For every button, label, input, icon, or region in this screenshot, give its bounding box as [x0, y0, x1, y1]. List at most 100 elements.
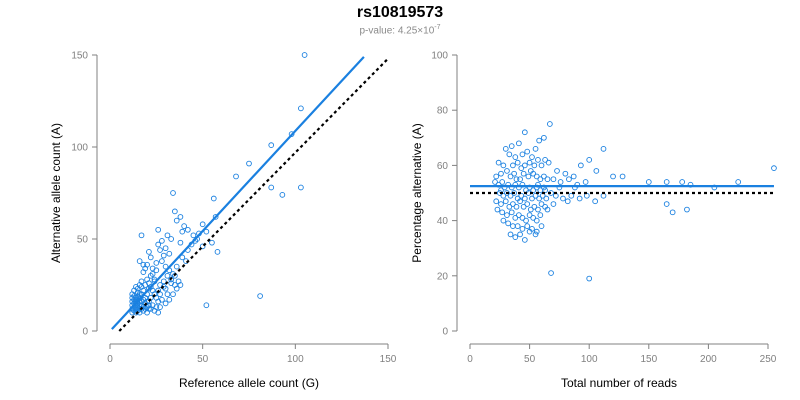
data-point — [586, 275, 593, 282]
data-point — [173, 285, 180, 292]
data-point — [155, 226, 162, 233]
data-point — [177, 282, 184, 288]
data-point — [134, 293, 141, 299]
data-point — [160, 278, 167, 285]
data-point — [542, 187, 548, 194]
data-point — [586, 157, 593, 163]
data-point — [527, 206, 534, 213]
data-point — [562, 170, 569, 177]
data-point — [526, 228, 533, 235]
data-point — [510, 162, 516, 169]
data-point — [593, 168, 600, 174]
data-point — [619, 173, 626, 180]
data-point — [566, 176, 572, 183]
data-point — [168, 280, 175, 287]
chart-subtitle: p-value: 4.25×10-7 — [0, 24, 800, 36]
data-point — [268, 184, 275, 191]
data-point — [537, 212, 544, 218]
data-point — [140, 304, 147, 310]
data-point — [531, 162, 538, 169]
data-point — [131, 293, 137, 299]
data-point — [138, 298, 145, 305]
data-point — [532, 231, 539, 238]
data-point — [173, 263, 180, 270]
data-point — [157, 304, 163, 310]
data-point — [529, 154, 535, 160]
data-point — [541, 173, 547, 180]
data-point — [536, 195, 542, 202]
data-point — [610, 173, 616, 180]
data-point — [298, 184, 304, 191]
data-point — [138, 306, 145, 312]
data-point — [301, 52, 308, 58]
data-point — [524, 223, 531, 229]
data-point — [517, 231, 523, 238]
data-point — [512, 234, 519, 241]
y-axis-label: Percentage alternative (A) — [410, 123, 424, 262]
data-point — [164, 272, 171, 279]
data-point — [164, 291, 171, 298]
y-tick-label: 40 — [437, 216, 449, 227]
data-point — [508, 209, 515, 216]
data-point — [168, 236, 175, 242]
percentage-alternative-scatter: 0 50 100 150 200 250 0 20 40 60 80 100 Total number … — [410, 51, 777, 390]
data-point — [493, 198, 500, 205]
data-point — [149, 265, 156, 272]
data-point — [557, 179, 564, 185]
data-point — [538, 223, 545, 229]
data-point — [162, 245, 169, 252]
data-point — [138, 232, 145, 239]
y-tick-label: 150 — [71, 51, 88, 62]
data-point — [510, 201, 516, 207]
data-point — [526, 212, 533, 218]
data-point — [600, 145, 607, 152]
data-point — [507, 173, 514, 180]
data-point — [233, 173, 239, 180]
data-point — [184, 226, 191, 233]
data-point — [521, 195, 528, 202]
data-point — [545, 159, 552, 166]
data-point — [157, 247, 163, 253]
data-point — [532, 192, 539, 199]
data-point — [512, 214, 519, 221]
data-point — [146, 285, 152, 292]
fit-line — [111, 56, 365, 330]
data-point — [511, 190, 517, 196]
data-point — [500, 162, 507, 169]
data-point — [533, 173, 540, 180]
data-point — [504, 168, 510, 174]
data-point — [663, 179, 670, 185]
data-point — [298, 105, 304, 112]
data-point — [529, 195, 535, 202]
data-point — [504, 190, 510, 196]
allele-count-scatter: 0 50 100 150 0 50 100 150 Reference allele count… — [49, 51, 397, 391]
data-point — [138, 278, 145, 285]
data-point — [535, 157, 541, 163]
data-point — [162, 300, 169, 307]
data-point — [502, 145, 509, 152]
data-point — [133, 306, 139, 312]
data-point — [136, 258, 143, 264]
chart-title: rs10819573 — [356, 4, 444, 21]
data-point — [129, 309, 136, 316]
data-point — [526, 159, 533, 166]
data-point — [179, 254, 186, 261]
data-point — [550, 201, 557, 207]
data-point — [530, 214, 537, 221]
data-point — [560, 195, 566, 202]
x-tick-label: 50 — [197, 354, 209, 365]
data-point — [570, 173, 577, 180]
data-point — [543, 195, 550, 202]
x-tick-label: 100 — [287, 354, 304, 365]
data-point — [134, 289, 141, 296]
data-point — [199, 243, 206, 250]
data-point — [146, 249, 152, 255]
data-point — [162, 263, 169, 270]
data-point — [210, 195, 217, 202]
data-point — [214, 249, 221, 255]
data-point — [527, 168, 534, 174]
pvalue-exponent: -7 — [434, 24, 441, 31]
data-point — [498, 170, 504, 177]
data-point — [568, 192, 575, 199]
